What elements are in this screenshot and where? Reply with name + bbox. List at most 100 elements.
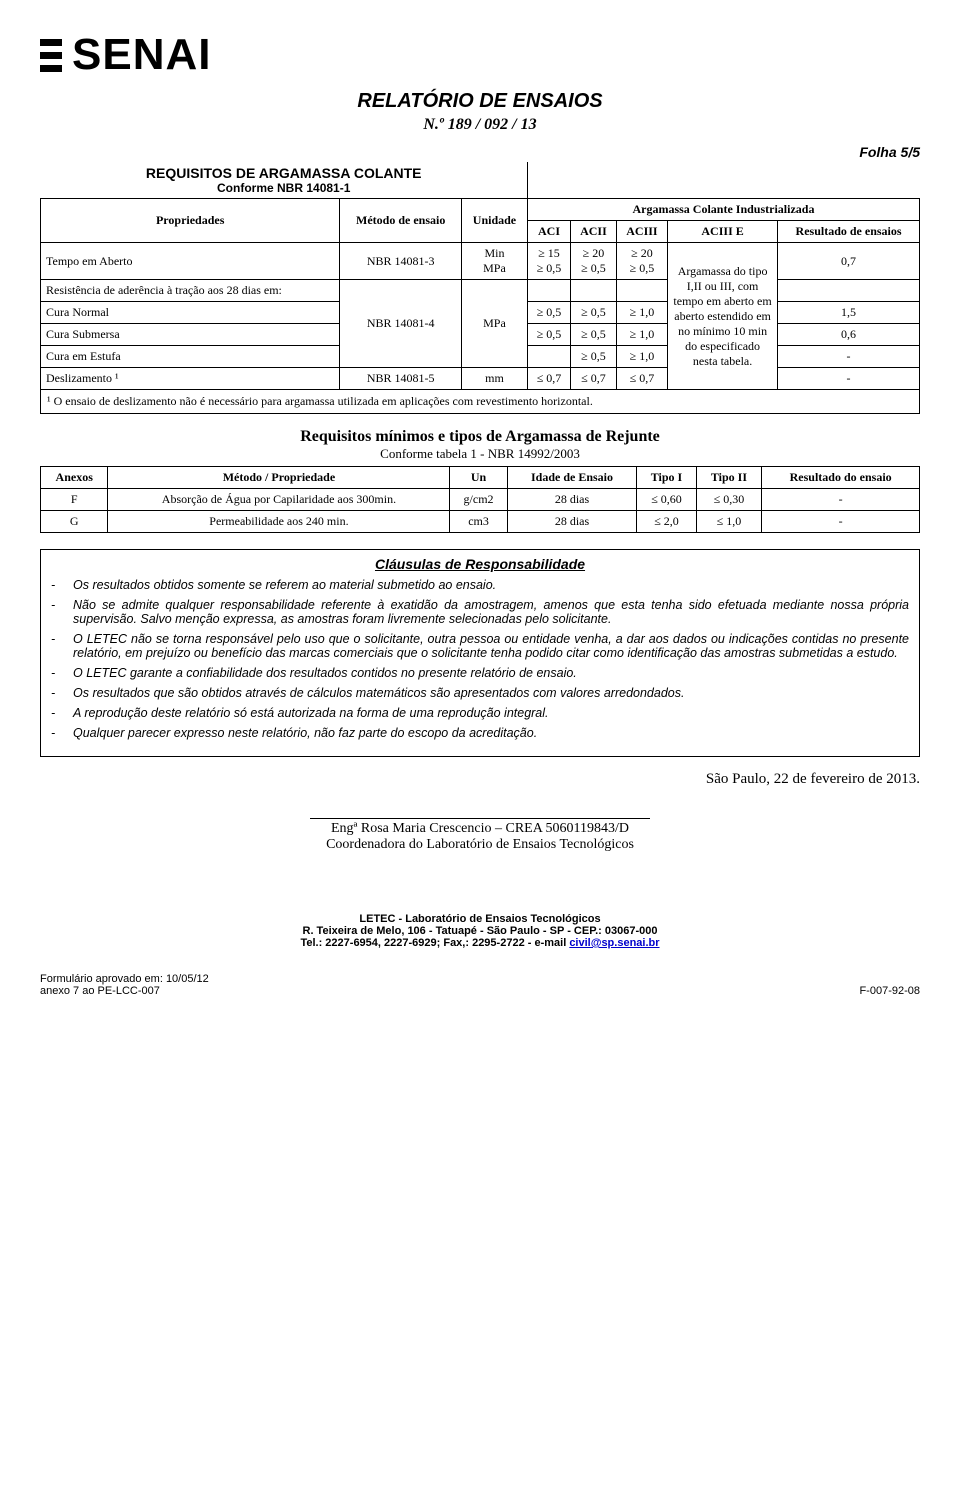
t1-r6-aciii: ≤ 0,7 bbox=[616, 368, 667, 390]
t1-r2-prop: Resistência de aderência à tração aos 28… bbox=[41, 280, 340, 302]
clausula-item: -Os resultados que são obtidos através d… bbox=[51, 686, 909, 700]
t1-r1-aci: ≥ 15 ≥ 0,5 bbox=[527, 243, 570, 280]
dash-icon: - bbox=[51, 598, 73, 626]
t1-r2-res bbox=[778, 280, 920, 302]
t2-r2-metodo: Permeabilidade aos 240 min. bbox=[108, 511, 450, 533]
t1-r5-res: - bbox=[778, 346, 920, 368]
clausulas-title: Cláusulas de Responsabilidade bbox=[51, 556, 909, 572]
clausula-item: -Qualquer parecer expresso neste relatór… bbox=[51, 726, 909, 740]
t1-r6-unidade: mm bbox=[462, 368, 528, 390]
t1-r4-prop: Cura Submersa bbox=[41, 324, 340, 346]
clausula-text: Não se admite qualquer responsabilidade … bbox=[73, 598, 909, 626]
t2-r1-idade: 28 dias bbox=[507, 489, 637, 511]
footer-l2: R. Teixeira de Melo, 106 - Tatuapé - São… bbox=[40, 925, 920, 937]
clausula-text: A reprodução deste relatório só está aut… bbox=[73, 706, 549, 720]
logo-bars-icon bbox=[40, 39, 62, 72]
t1-r6-aci: ≤ 0,7 bbox=[527, 368, 570, 390]
t2-hdr-tipo2: Tipo II bbox=[696, 467, 762, 489]
t2-r1-t2: ≤ 0,30 bbox=[696, 489, 762, 511]
t1-r1-un-l1: Min bbox=[484, 246, 504, 260]
dash-icon: - bbox=[51, 578, 73, 592]
t1-r6-metodo: NBR 14081-5 bbox=[340, 368, 462, 390]
footer-l1: LETEC - Laboratório de Ensaios Tecnológi… bbox=[40, 913, 920, 925]
bottom-left-l1: Formulário aprovado em: 10/05/12 bbox=[40, 973, 209, 985]
t2-r1-metodo: Absorção de Água por Capilaridade aos 30… bbox=[108, 489, 450, 511]
signature-line bbox=[310, 818, 650, 819]
dash-icon: - bbox=[51, 706, 73, 720]
t1-r6-res: - bbox=[778, 368, 920, 390]
page-indicator: Folha 5/5 bbox=[40, 144, 920, 160]
t1-r1-prop: Tempo em Aberto bbox=[41, 243, 340, 280]
footer: LETEC - Laboratório de Ensaios Tecnológi… bbox=[40, 913, 920, 949]
t1-r4-aciii: ≥ 1,0 bbox=[616, 324, 667, 346]
report-title: RELATÓRIO DE ENSAIOS bbox=[40, 90, 920, 113]
hdr-aci: ACI bbox=[527, 221, 570, 243]
clausula-text: O LETEC garante a confiabilidade dos res… bbox=[73, 666, 577, 680]
t1-r4-aci: ≥ 0,5 bbox=[527, 324, 570, 346]
bottom-right: F-007-92-08 bbox=[859, 985, 920, 997]
t1-r3-aci: ≥ 0,5 bbox=[527, 302, 570, 324]
t1-aciiie-text: Argamassa do tipo I,II ou III, com tempo… bbox=[668, 243, 778, 390]
t1-footnote: ¹ O ensaio de deslizamento não é necessá… bbox=[41, 390, 920, 414]
signature-role: Coordenadora do Laboratório de Ensaios T… bbox=[40, 837, 920, 853]
t1-r1-un-l2: MPa bbox=[483, 261, 506, 275]
bottom-left-l2: anexo 7 ao PE-LCC-007 bbox=[40, 985, 209, 997]
t2-r2-idade: 28 dias bbox=[507, 511, 637, 533]
t2-hdr-un: Un bbox=[450, 467, 507, 489]
t2-r2-res: - bbox=[762, 511, 920, 533]
footer-l3-pre: Tel.: 2227-6954, 2227-6929; Fax,: 2295-2… bbox=[300, 937, 569, 949]
clausula-text: Os resultados obtidos somente se referem… bbox=[73, 578, 496, 592]
t1-title: REQUISITOS DE ARGAMASSA COLANTE bbox=[46, 165, 522, 181]
t1-sub: Conforme NBR 14081-1 bbox=[46, 181, 522, 195]
t2-hdr-metodo: Método / Propriedade bbox=[108, 467, 450, 489]
t1-r6-acii: ≤ 0,7 bbox=[571, 368, 617, 390]
t2-r1-anexo: F bbox=[41, 489, 108, 511]
clausula-item: -O LETEC garante a confiabilidade dos re… bbox=[51, 666, 909, 680]
logo-text: SENAI bbox=[72, 30, 211, 80]
t1-r3-prop: Cura Normal bbox=[41, 302, 340, 324]
t2-title: Requisitos mínimos e tipos de Argamassa … bbox=[40, 428, 920, 446]
t2-hdr-tipo1: Tipo I bbox=[637, 467, 696, 489]
footer-email-link[interactable]: civil@sp.senai.br bbox=[569, 937, 659, 949]
clausula-text: Qualquer parecer expresso neste relatóri… bbox=[73, 726, 537, 740]
t2-r2-t2: ≤ 1,0 bbox=[696, 511, 762, 533]
footer-l3: Tel.: 2227-6954, 2227-6929; Fax,: 2295-2… bbox=[40, 937, 920, 949]
hdr-propriedades: Propriedades bbox=[41, 199, 340, 243]
t2-r1-t1: ≤ 0,60 bbox=[637, 489, 696, 511]
clausula-text: Os resultados que são obtidos através de… bbox=[73, 686, 684, 700]
clausula-item: -A reprodução deste relatório só está au… bbox=[51, 706, 909, 720]
bottom-row: Formulário aprovado em: 10/05/12 anexo 7… bbox=[40, 973, 920, 997]
t1-r1-metodo: NBR 14081-3 bbox=[340, 243, 462, 280]
clausula-item: -Os resultados obtidos somente se refere… bbox=[51, 578, 909, 592]
dash-icon: - bbox=[51, 666, 73, 680]
bottom-left: Formulário aprovado em: 10/05/12 anexo 7… bbox=[40, 973, 209, 997]
t1-r1-aciii: ≥ 20 ≥ 0,5 bbox=[616, 243, 667, 280]
t1-r5-aciii: ≥ 1,0 bbox=[616, 346, 667, 368]
t1-r3-res: 1,5 bbox=[778, 302, 920, 324]
t2-hdr-idade: Idade de Ensaio bbox=[507, 467, 637, 489]
t2-r1-res: - bbox=[762, 489, 920, 511]
logo: SENAI bbox=[40, 30, 920, 80]
requisitos-argamassa-colante-table: REQUISITOS DE ARGAMASSA COLANTE Conforme… bbox=[40, 162, 920, 414]
t2-r1-un: g/cm2 bbox=[450, 489, 507, 511]
hdr-acii: ACII bbox=[571, 221, 617, 243]
t1-r3-metodo: NBR 14081-4 bbox=[340, 280, 462, 368]
clausula-text: O LETEC não se torna responsável pelo us… bbox=[73, 632, 909, 660]
requisitos-rejunte-table: Anexos Método / Propriedade Un Idade de … bbox=[40, 466, 920, 533]
dash-icon: - bbox=[51, 726, 73, 740]
t2-r2-t1: ≤ 2,0 bbox=[637, 511, 696, 533]
t2-hdr-resultado: Resultado do ensaio bbox=[762, 467, 920, 489]
signature-name: Engª Rosa Maria Crescencio – CREA 506011… bbox=[40, 821, 920, 837]
dash-icon: - bbox=[51, 632, 73, 660]
t1-r3-unidade: MPa bbox=[462, 280, 528, 368]
t1-r4-acii: ≥ 0,5 bbox=[571, 324, 617, 346]
t1-r5-acii: ≥ 0,5 bbox=[571, 346, 617, 368]
clausula-item: -O LETEC não se torna responsável pelo u… bbox=[51, 632, 909, 660]
t1-r1-acii: ≥ 20 ≥ 0,5 bbox=[571, 243, 617, 280]
t1-r5-prop: Cura em Estufa bbox=[41, 346, 340, 368]
t2-hdr-anexos: Anexos bbox=[41, 467, 108, 489]
hdr-argamassa: Argamassa Colante Industrializada bbox=[527, 199, 919, 221]
signature-city-date: São Paulo, 22 de fevereiro de 2013. bbox=[40, 771, 920, 788]
clausulas-box: Cláusulas de Responsabilidade -Os result… bbox=[40, 549, 920, 757]
t2-r2-anexo: G bbox=[41, 511, 108, 533]
